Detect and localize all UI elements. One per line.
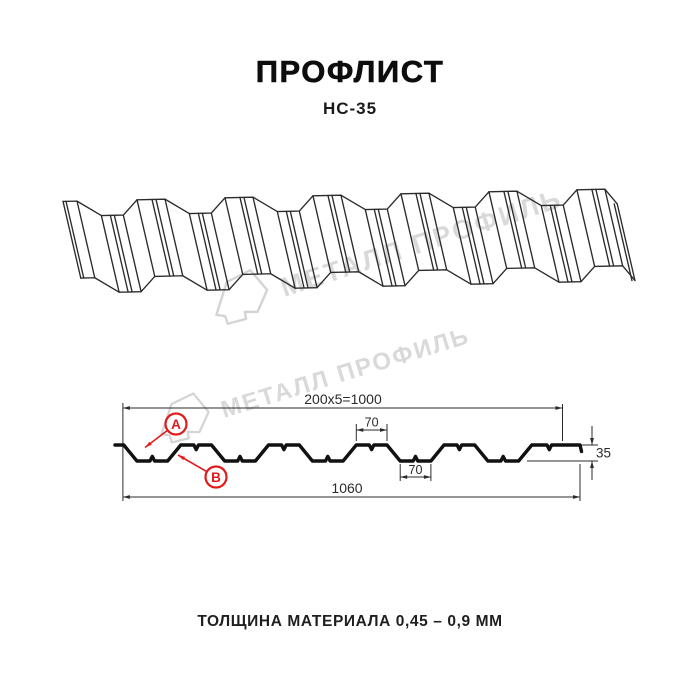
stiffener-groove — [109, 214, 129, 293]
fold-line — [252, 196, 272, 275]
far-edge-profile — [62, 188, 618, 217]
page-title: ПРОФЛИСТ — [255, 54, 445, 90]
stiffener-groove — [155, 198, 175, 277]
fold-line — [76, 200, 96, 279]
stiffener-groove — [285, 210, 305, 289]
dim-bottom-flange-label: 70 — [409, 463, 423, 477]
stiffener-groove — [419, 192, 439, 271]
stiffener-groove — [553, 204, 573, 283]
marker-b-circle — [204, 465, 228, 489]
metal-profil-logo-icon — [215, 268, 269, 325]
dimension-arrowhead — [178, 455, 186, 461]
material-thickness-note: ТОЛЩИНА МАТЕРИАЛА 0,45 – 0,9 ММ — [197, 613, 503, 630]
profile-model-label: НС-35 — [322, 99, 378, 118]
fold-line — [540, 204, 560, 283]
stiffener-groove — [113, 214, 133, 293]
stiffener-groove — [503, 190, 523, 269]
stiffener-groove — [243, 196, 263, 275]
metal-profil-logo-icon — [160, 392, 210, 444]
dimension-arrowhead — [122, 406, 130, 410]
dimension-arrowhead — [356, 428, 364, 432]
fold-line — [474, 206, 494, 285]
fold-line — [340, 194, 360, 273]
dimension-arrowhead — [400, 475, 408, 479]
fold-line — [62, 200, 82, 279]
dimension-arrowhead — [122, 495, 130, 499]
dimension-arrowhead — [380, 428, 387, 432]
fold-line — [210, 212, 230, 291]
fold-line — [164, 198, 184, 277]
dimension-arrowhead — [590, 438, 594, 445]
stiffener-groove — [151, 198, 171, 277]
sheet-right-edge — [613, 203, 633, 282]
fold-line — [188, 212, 208, 291]
profile-outline — [113, 443, 584, 463]
stiffener-groove — [415, 192, 435, 271]
fold-line — [516, 190, 536, 269]
stiffener-groove — [327, 194, 347, 273]
sheet-left-edge — [65, 200, 85, 279]
stiffener-groove — [591, 188, 611, 267]
fold-line — [386, 208, 406, 287]
fold-line — [276, 210, 296, 289]
dimension-lines — [122, 403, 598, 501]
fold-line — [562, 204, 582, 283]
marker-b-label: В — [211, 470, 221, 485]
stiffener-groove — [461, 206, 481, 285]
stiffener-groove — [197, 212, 217, 291]
profile-cross-section-drawing: 200x5=1000 70 70 1060 35 А В — [113, 391, 611, 501]
marker-a-label: А — [171, 417, 181, 432]
stiffener-groove — [239, 196, 259, 275]
stiffener-groove — [549, 204, 569, 283]
dim-top-flange-label: 70 — [365, 416, 379, 430]
dim-pitch-label: 200x5=1000 — [304, 391, 382, 407]
stiffener-groove — [373, 208, 393, 287]
stiffener-groove — [595, 188, 615, 267]
fold-line — [576, 189, 596, 268]
stiffener-groove — [377, 208, 397, 287]
dimension-arrowhead — [145, 441, 152, 448]
fold-line — [224, 197, 244, 276]
profile-3d-drawing — [62, 188, 636, 293]
marker-a-circle — [164, 412, 188, 436]
stiffener-groove — [465, 206, 485, 285]
fold-line — [604, 188, 624, 267]
marker-leader-lines — [144, 429, 208, 473]
fold-line — [616, 203, 636, 282]
fold-line — [136, 199, 156, 278]
stiffener-groove — [331, 194, 351, 273]
dimension-arrowhead — [573, 495, 580, 499]
stiffener-groove — [201, 212, 221, 291]
fold-line — [428, 192, 448, 271]
stiffener-groove — [289, 210, 309, 289]
fold-line — [298, 210, 318, 289]
dim-total-width-label: 1060 — [331, 480, 362, 496]
dimension-arrowhead — [590, 461, 594, 468]
dimension-arrowhead — [555, 406, 563, 410]
fold-line — [488, 191, 508, 270]
fold-line — [312, 195, 332, 274]
fold-line — [100, 214, 120, 293]
fold-line — [400, 193, 420, 272]
fold-line — [364, 208, 384, 287]
stiffener-groove — [507, 190, 527, 269]
fold-line — [452, 206, 472, 285]
profile-3d-wireframe — [62, 188, 636, 293]
fold-line — [122, 214, 142, 293]
dimension-arrowhead — [423, 475, 431, 479]
dim-height-label: 35 — [596, 446, 611, 461]
